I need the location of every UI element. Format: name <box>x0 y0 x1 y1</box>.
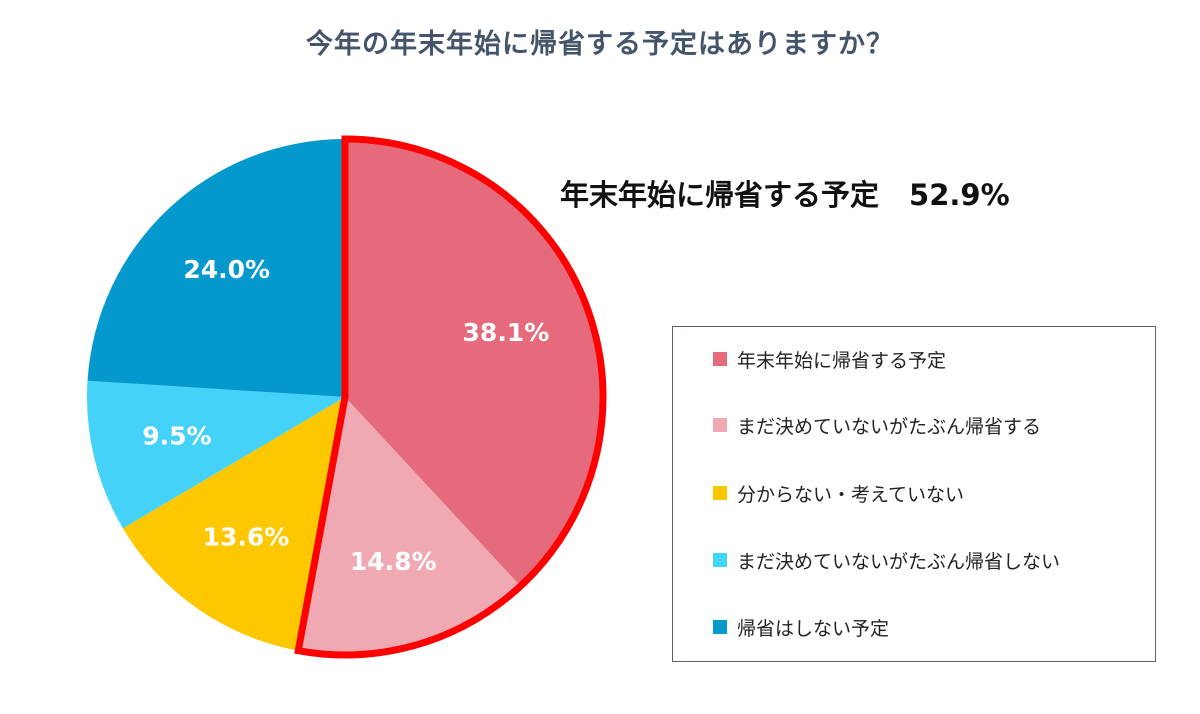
legend-swatch <box>713 553 727 567</box>
legend-label: 年末年始に帰省する予定 <box>737 349 947 372</box>
legend-item: 帰省はしない予定 <box>713 613 889 641</box>
highlight-callout-value: 52.9% <box>909 178 1010 212</box>
pie-slice <box>122 397 346 651</box>
slice-value-label: 14.8% <box>350 547 437 576</box>
legend-swatch <box>713 620 727 634</box>
legend-swatch <box>713 418 727 432</box>
highlight-callout-label: 年末年始に帰省する予定 <box>560 178 880 212</box>
legend: 年末年始に帰省する予定 まだ決めていないがたぶん帰省する 分からない・考えていな… <box>672 326 1156 662</box>
highlight-outline <box>294 135 607 659</box>
legend-item: まだ決めていないがたぶん帰省しない <box>713 546 1060 574</box>
legend-label: 分からない・考えていない <box>737 483 965 506</box>
pie-slices <box>87 139 604 656</box>
slice-value-label: 9.5% <box>142 421 211 450</box>
legend-swatch <box>713 486 727 500</box>
slice-value-label: 24.0% <box>183 255 270 284</box>
slice-value-label: 38.1% <box>463 318 550 347</box>
legend-item: 分からない・考えていない <box>713 479 964 507</box>
highlight-callout: 年末年始に帰省する予定 52.9% <box>560 172 1010 214</box>
legend-label: まだ決めていないがたぶん帰省しない <box>737 550 1061 573</box>
pie-slice <box>298 397 521 656</box>
legend-item: まだ決めていないがたぶん帰省する <box>713 411 1041 439</box>
slice-labels: 38.1% 14.8% 13.6% 9.5% 24.0% <box>142 255 549 576</box>
chart-title: 今年の年末年始に帰省する予定はありますか？ <box>306 29 894 60</box>
legend-item: 年末年始に帰省する予定 <box>713 345 946 373</box>
legend-label: 帰省はしない予定 <box>737 617 890 640</box>
legend-label: まだ決めていないがたぶん帰省する <box>737 415 1042 438</box>
slice-value-label: 13.6% <box>203 523 290 552</box>
pie-slice <box>87 139 345 397</box>
legend-swatch <box>713 352 727 366</box>
pie-slice <box>87 380 345 529</box>
pie-slice <box>345 139 604 587</box>
